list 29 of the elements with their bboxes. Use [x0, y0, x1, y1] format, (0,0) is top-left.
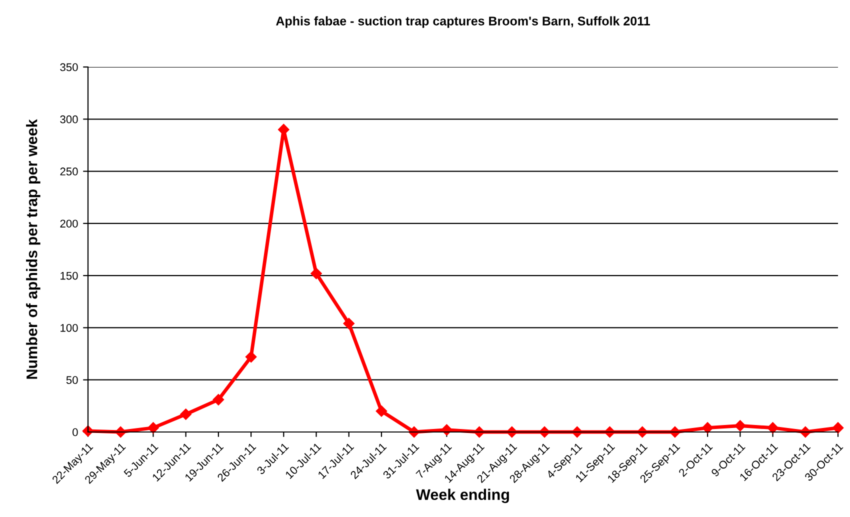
point — [376, 406, 388, 417]
point — [180, 408, 192, 420]
point — [767, 422, 778, 434]
point — [212, 394, 224, 406]
point — [115, 426, 126, 438]
point — [604, 426, 616, 438]
y-tick-label: 300 — [60, 115, 78, 124]
y-tick-label: 200 — [60, 220, 78, 228]
y-tick-label: 100 — [60, 324, 78, 332]
point — [800, 426, 811, 438]
point — [441, 424, 452, 436]
point — [343, 318, 354, 330]
point — [702, 422, 714, 434]
point — [245, 351, 257, 363]
point — [636, 426, 648, 438]
point — [572, 426, 583, 438]
y-tick-label: 50 — [66, 376, 78, 384]
point — [310, 268, 322, 280]
y-tick-label: 350 — [60, 63, 78, 72]
y-tick-label: 150 — [60, 272, 78, 280]
y-axis-title: Number of aphids per trap per week — [26, 119, 40, 379]
y-tick-label: 250 — [60, 168, 78, 176]
chart-title: Aphis fabae - suction trap captures Broom's Barn, Suffolk 2011 — [276, 16, 650, 28]
x-axis-title: Week ending — [416, 488, 509, 504]
point — [832, 422, 844, 434]
point — [474, 426, 485, 438]
y-tick-label: 0 — [72, 428, 78, 436]
point — [734, 420, 746, 432]
point — [148, 422, 159, 434]
